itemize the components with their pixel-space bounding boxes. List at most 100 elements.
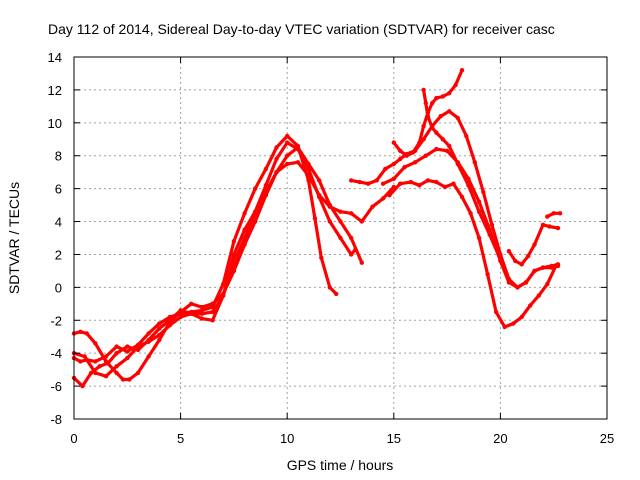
data-point [481,189,486,195]
x-tick-label: 0 [70,431,77,446]
data-point [135,370,141,376]
y-axis-label: SDTVAR / TECUs [6,182,22,294]
data-point [199,308,205,313]
data-point [466,183,471,188]
data-point [380,181,386,186]
data-point [476,235,482,241]
x-tick-label: 10 [280,431,294,446]
series-track-4 [72,145,364,382]
data-point [455,161,460,167]
data-point [444,148,450,153]
data-point [398,181,403,186]
y-tick-label: -4 [50,346,62,361]
y-tick-label: 4 [55,215,62,230]
data-point [421,137,426,142]
data-point [459,68,465,73]
data-point [349,178,354,183]
data-point [555,225,561,231]
data-point [391,161,396,167]
data-point [545,214,550,219]
data-point [120,377,126,382]
data-point [498,257,503,262]
chart-title: Day 112 of 2014, Sidereal Day-to-day VTE… [48,21,555,37]
data-point [199,304,205,310]
data-point [88,370,94,376]
y-tick-label: -2 [50,313,62,328]
data-point [402,165,407,170]
data-point [338,209,343,214]
data-point [549,263,554,269]
data-point [370,204,375,209]
data-point [114,344,119,349]
data-point [553,263,558,269]
data-point [349,235,354,241]
data-point [506,280,512,285]
data-point [519,314,524,320]
series-track-1 [72,134,338,363]
data-point [146,354,151,359]
data-point [263,193,269,198]
data-point [349,252,354,257]
data-point [438,114,443,119]
data-point [274,145,279,150]
series-track-2 [72,141,357,388]
data-point [253,186,258,191]
data-point [78,329,83,334]
data-point [440,94,445,99]
data-point [447,91,452,96]
data-point [317,193,322,198]
data-point [157,326,162,331]
data-point [398,156,403,162]
data-point [319,255,324,260]
data-point [398,148,403,153]
data-point [540,265,546,270]
data-point [210,309,215,315]
data-point [210,301,215,306]
data-point [451,181,456,186]
data-point [167,319,173,325]
data-point [476,209,482,214]
x-axis-label: GPS time / hours [287,457,394,473]
data-point [515,285,520,290]
data-point [455,115,460,121]
data-point [359,260,364,265]
data-point [493,309,499,315]
data-point [434,95,439,101]
data-point [127,377,132,382]
data-point [545,281,550,287]
data-point [146,339,151,344]
data-point [157,321,162,326]
y-tick-label: 8 [55,149,62,164]
data-point [511,321,516,326]
data-point [410,150,416,155]
data-point [253,211,258,216]
data-point [103,359,109,364]
data-point [157,337,162,343]
data-point [253,219,258,224]
data-point [408,179,414,185]
data-point [423,100,428,106]
data-point [242,211,247,216]
y-tick-label: 10 [48,116,62,131]
data-point [502,324,507,330]
data-point [536,293,541,298]
data-point [434,179,439,185]
data-point [312,216,318,221]
data-point [199,316,205,321]
data-point [391,140,396,145]
data-point [285,153,290,158]
data-point [114,370,119,376]
data-point [447,109,452,114]
x-tick-label: 15 [387,431,401,446]
data-point [317,178,322,183]
data-point [338,219,343,224]
data-point [459,194,465,200]
data-point [114,351,119,356]
data-point [374,178,379,183]
data-point [114,364,119,369]
data-point [357,179,362,185]
data-point [125,344,130,349]
data-series [71,68,563,389]
data-point [423,153,428,158]
data-point [557,211,563,216]
